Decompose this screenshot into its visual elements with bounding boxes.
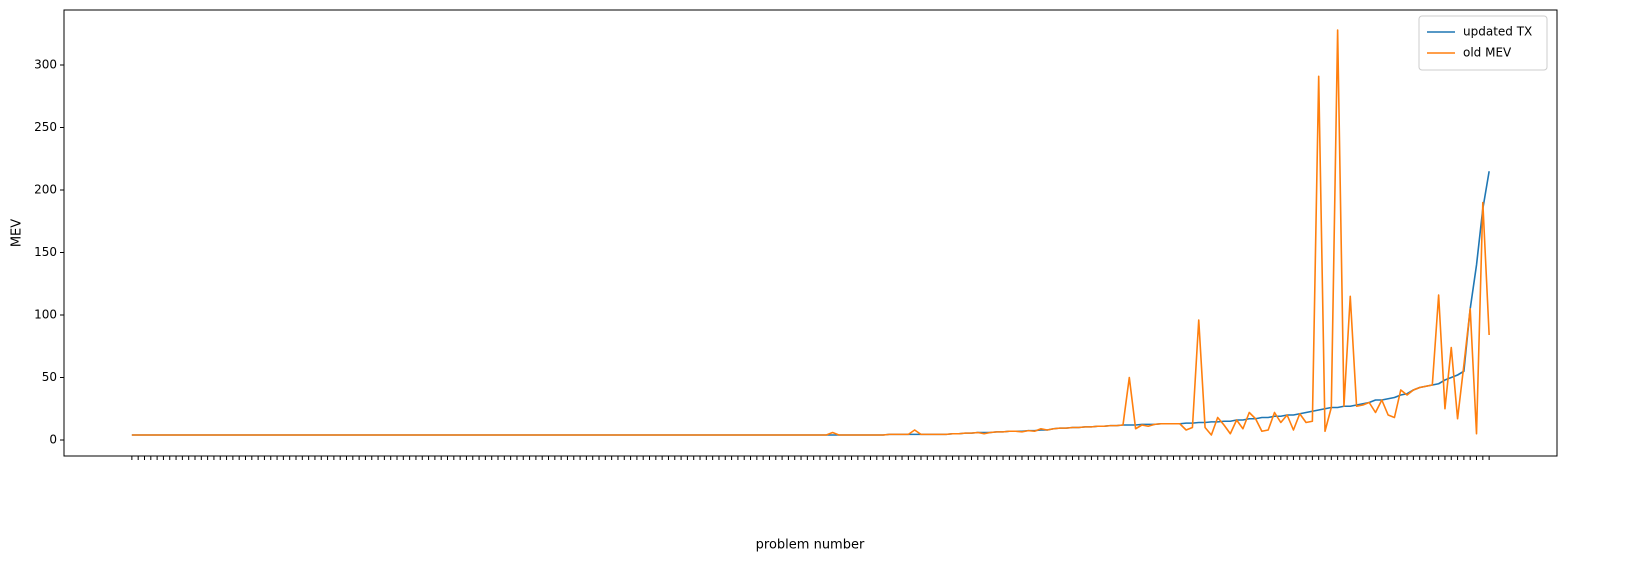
y-tick-label: 300 [34, 58, 57, 72]
y-axis-label: MEV [10, 219, 25, 247]
legend-label: old MEV [1463, 46, 1512, 60]
line-series [131, 29, 1490, 436]
y-tick-label: 50 [42, 370, 57, 384]
y-tick-label: 0 [49, 433, 57, 447]
plot-frame [63, 9, 1558, 457]
y-tick-label: 200 [34, 183, 57, 197]
y-tick-label: 150 [34, 245, 57, 259]
y-tick-label: 250 [34, 120, 57, 134]
legend: updated TX old MEV [1418, 15, 1548, 71]
y-tick-label: 100 [34, 308, 57, 322]
legend-label: updated TX [1463, 25, 1532, 39]
x-axis-label: problem number [756, 538, 865, 553]
legend-box [1418, 15, 1548, 71]
